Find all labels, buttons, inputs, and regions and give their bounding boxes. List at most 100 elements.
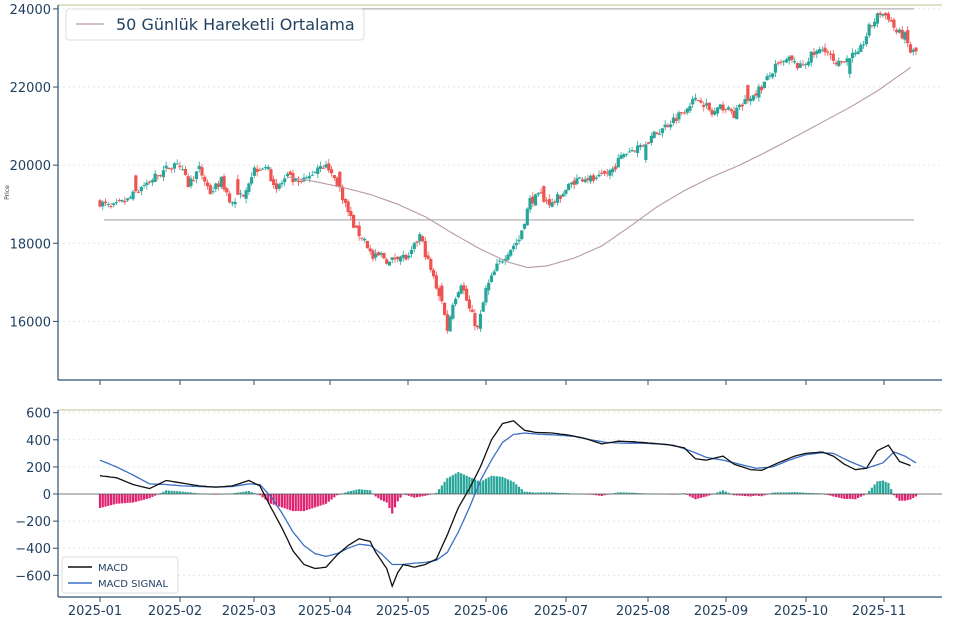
histogram-bar-positive (460, 473, 463, 495)
date-tick-label: 2025-10 (774, 604, 828, 619)
candle-up (597, 174, 601, 177)
candle-up (401, 254, 405, 258)
histogram-bar-negative (145, 494, 148, 499)
candle-up (820, 49, 824, 51)
candle-down (393, 257, 397, 260)
candle-up (550, 202, 554, 207)
histogram-bar-positive (369, 490, 372, 495)
histogram-bar-negative (118, 494, 121, 504)
candle-up (875, 13, 880, 24)
histogram-bar-positive (562, 492, 565, 495)
histogram-bar-negative (749, 494, 752, 497)
candle-down (473, 313, 477, 327)
histogram-bar-negative (752, 494, 755, 496)
candle-down (580, 179, 585, 182)
candle-up (418, 234, 422, 242)
candle-down (908, 44, 913, 53)
candle-down (895, 29, 899, 33)
candle-down (346, 201, 350, 213)
candle-down (117, 199, 121, 201)
histogram-bar-negative (426, 494, 430, 496)
candle-up (536, 193, 540, 195)
candle-down (826, 51, 830, 53)
candle-up (398, 256, 403, 262)
histogram-bar-positive (804, 492, 807, 495)
candle-down (365, 240, 370, 249)
candle-up (313, 171, 317, 173)
macd-y-tick-label: −200 (15, 515, 51, 530)
histogram-bar-positive (630, 492, 634, 495)
candle-down (680, 112, 684, 114)
histogram-bar-negative (914, 494, 918, 497)
macd-line (99, 420, 911, 589)
histogram-bar-negative (377, 494, 380, 499)
candle-up (498, 260, 502, 262)
histogram-bar-negative (104, 494, 107, 507)
candle-down (360, 237, 364, 239)
candle-up (627, 151, 631, 153)
candle-down (396, 256, 400, 260)
histogram-bar-negative (388, 494, 391, 509)
candle-up (787, 56, 791, 61)
histogram-bar-positive (462, 474, 465, 495)
histogram-bar-positive (242, 491, 245, 495)
candle-up (294, 178, 298, 181)
histogram-bar-negative (327, 494, 330, 502)
histogram-bar-positive (559, 492, 562, 495)
candle-down (641, 145, 645, 147)
date-tick-label: 2025-04 (298, 604, 352, 619)
candle-down (415, 241, 419, 243)
histogram-bar-positive (495, 476, 499, 495)
histogram-bar-negative (324, 494, 328, 504)
histogram-bar-positive (440, 485, 443, 495)
macd-panel: −600 −400 −200 0 200 400 600 MACD MACD SIGNAL 202… (15, 407, 942, 619)
candle-up (873, 21, 877, 27)
histogram-bar-negative (418, 494, 421, 497)
date-tick-label: 2025-03 (222, 604, 276, 619)
candle-down (476, 325, 480, 328)
histogram-bar-negative (735, 494, 738, 496)
candle-down (831, 53, 835, 61)
candle-down (440, 285, 444, 302)
candle-up (638, 145, 642, 148)
histogram-bar-positive (498, 476, 501, 495)
candle-up (611, 168, 615, 173)
histogram-bar-negative (837, 494, 840, 498)
candle-up (845, 58, 849, 63)
histogram-bar-negative (688, 494, 692, 497)
histogram-bar-positive (873, 484, 876, 495)
candle-down (732, 110, 736, 118)
candle-up (153, 173, 157, 182)
histogram-bar-positive (344, 492, 347, 495)
candle-down (746, 85, 750, 101)
candle-up (848, 58, 852, 74)
histogram-bar-positive (233, 492, 237, 495)
candle-down (299, 181, 303, 183)
histogram-bar-negative (261, 494, 264, 498)
candle-down (385, 259, 389, 264)
histogram-bar-positive (159, 492, 162, 495)
histogram-bar-positive (619, 492, 623, 495)
candle-up (677, 112, 681, 120)
candle-up (718, 104, 722, 109)
histogram-bar-negative (283, 494, 286, 509)
candle-up (506, 254, 510, 260)
histogram-bar-positive (195, 493, 198, 495)
candle-up (448, 316, 452, 332)
candle-down (274, 183, 279, 190)
candle-down (321, 167, 325, 169)
histogram-bar-positive (482, 480, 485, 495)
histogram-bar-positive (473, 479, 477, 495)
candle-up (514, 242, 518, 246)
histogram-bar-negative (597, 494, 601, 496)
candle-up (481, 302, 485, 312)
candle-down (241, 194, 245, 197)
candle-up (280, 182, 284, 185)
histogram-bar-positive (435, 492, 438, 495)
histogram-bar-negative (126, 494, 129, 503)
candle-up (120, 200, 124, 202)
histogram-bar-positive (512, 481, 515, 495)
macd-y-tick-label: 400 (26, 434, 51, 449)
histogram-bar-negative (316, 494, 319, 507)
